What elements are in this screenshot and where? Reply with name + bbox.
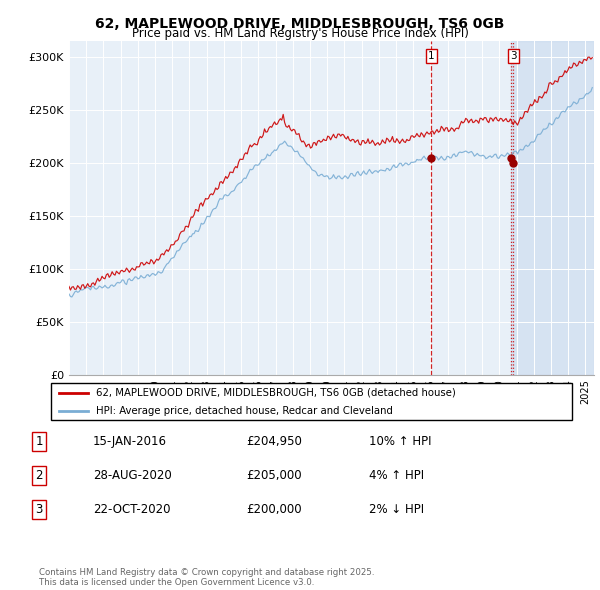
Text: Contains HM Land Registry data © Crown copyright and database right 2025.
This d: Contains HM Land Registry data © Crown c… <box>39 568 374 587</box>
Text: 1: 1 <box>35 435 43 448</box>
Text: £205,000: £205,000 <box>246 469 302 482</box>
Text: HPI: Average price, detached house, Redcar and Cleveland: HPI: Average price, detached house, Redc… <box>95 406 392 416</box>
Text: £204,950: £204,950 <box>246 435 302 448</box>
Text: 4% ↑ HPI: 4% ↑ HPI <box>369 469 424 482</box>
Text: 28-AUG-2020: 28-AUG-2020 <box>93 469 172 482</box>
FancyBboxPatch shape <box>50 384 572 420</box>
Text: 10% ↑ HPI: 10% ↑ HPI <box>369 435 431 448</box>
Text: 62, MAPLEWOOD DRIVE, MIDDLESBROUGH, TS6 0GB (detached house): 62, MAPLEWOOD DRIVE, MIDDLESBROUGH, TS6 … <box>95 388 455 398</box>
Text: 3: 3 <box>35 503 43 516</box>
Text: 3: 3 <box>510 51 517 61</box>
Text: 15-JAN-2016: 15-JAN-2016 <box>93 435 167 448</box>
Text: 22-OCT-2020: 22-OCT-2020 <box>93 503 170 516</box>
Text: 62, MAPLEWOOD DRIVE, MIDDLESBROUGH, TS6 0GB: 62, MAPLEWOOD DRIVE, MIDDLESBROUGH, TS6 … <box>95 17 505 31</box>
Bar <box>511 41 594 375</box>
Text: 1: 1 <box>428 51 434 61</box>
Text: 2: 2 <box>35 469 43 482</box>
Text: £200,000: £200,000 <box>246 503 302 516</box>
Text: Price paid vs. HM Land Registry's House Price Index (HPI): Price paid vs. HM Land Registry's House … <box>131 27 469 40</box>
Text: 2% ↓ HPI: 2% ↓ HPI <box>369 503 424 516</box>
